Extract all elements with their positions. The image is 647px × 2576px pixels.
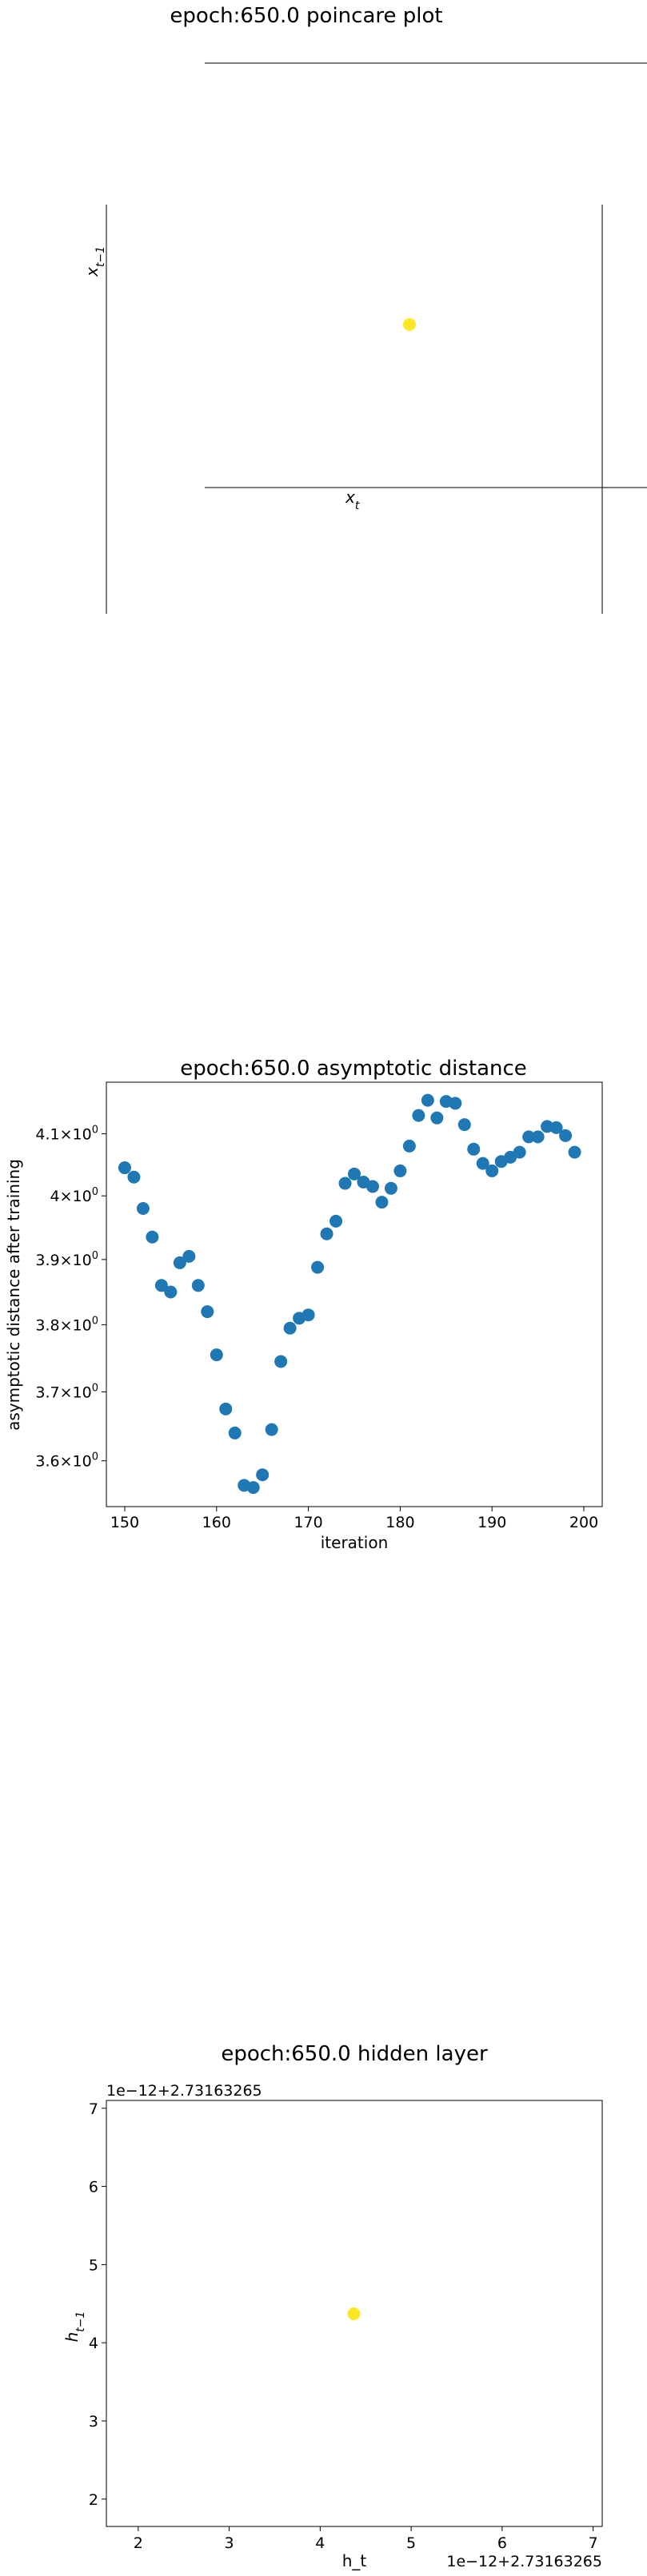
distance-point (201, 1305, 214, 1319)
distance-y-ticks: 3.6×100 3.7×100 3.8×100 3.9×100 4×100 4.1×100 (35, 1125, 106, 1471)
distance-point (531, 1130, 545, 1144)
poincare-plot: epoch:650.0 poincare plot xt xt−1 (82, 4, 647, 614)
distance-point (228, 1426, 242, 1439)
distance-point (127, 1170, 141, 1184)
distance-point (173, 1256, 186, 1269)
distance-point (430, 1111, 444, 1125)
hidden-plot-frame (106, 2100, 603, 2527)
distance-point (146, 1230, 159, 1244)
hidden-point (347, 2307, 361, 2320)
distance-title: epoch:650.0 asymptotic distance (180, 1057, 527, 1081)
distance-x-ticks: 150 160 170 180 190 200 (110, 1507, 598, 1531)
hidden-x-label: h_t (342, 2551, 367, 2570)
distance-point (476, 1157, 489, 1170)
hidden-y-tick-label: 7 (89, 2100, 98, 2118)
distance-point (338, 1177, 352, 1190)
distance-point (191, 1279, 205, 1292)
distance-point (375, 1196, 389, 1209)
distance-point (412, 1109, 425, 1122)
distance-point (219, 1402, 233, 1415)
hidden-x-tick-label: 6 (497, 2534, 507, 2552)
distance-point (348, 1167, 361, 1181)
distance-y-tick-label: 3.8×100 (35, 1316, 98, 1335)
distance-point (522, 1130, 536, 1144)
poincare-x-label: xt (345, 488, 360, 512)
distance-point (559, 1129, 573, 1142)
distance-point (283, 1321, 297, 1335)
distance-y-tick-label: 3.9×100 (35, 1250, 98, 1269)
distance-point (513, 1145, 526, 1159)
distance-point (164, 1285, 178, 1299)
hidden-x-ticks: 2 3 4 5 6 7 (134, 2526, 598, 2552)
asymptotic-distance-chart: epoch:650.0 asymptotic distance 150 160 17… (4, 1057, 603, 1552)
poincare-point (403, 318, 416, 331)
hidden-y-tick-label: 3 (89, 2413, 98, 2431)
hidden-y-tick-label: 6 (89, 2179, 98, 2196)
distance-y-tick-label: 3.7×100 (35, 1382, 98, 1401)
hidden-y-label: ht−1 (62, 2311, 87, 2343)
poincare-y-label: xt−1 (82, 246, 107, 277)
distance-point (402, 1139, 416, 1153)
distance-point (549, 1121, 563, 1134)
hidden-y-tick-label: 4 (89, 2335, 98, 2352)
hidden-y-offset-text: 1e−12+2.73163265 (106, 2082, 262, 2100)
distance-point (256, 1468, 270, 1482)
distance-x-label: iteration (321, 1533, 389, 1552)
distance-x-tick-label: 150 (110, 1514, 139, 1531)
hidden-x-tick-label: 4 (315, 2534, 325, 2552)
distance-plot-frame (106, 1081, 603, 1507)
hidden-y-tick-label: 5 (89, 2256, 98, 2274)
distance-y-label: asymptotic distance after training (4, 1159, 23, 1431)
distance-point (421, 1093, 434, 1107)
distance-point (210, 1348, 223, 1362)
hidden-x-tick-label: 5 (406, 2534, 416, 2552)
hidden-points (347, 2307, 361, 2320)
distance-point (467, 1142, 481, 1156)
hidden-y-tick-label: 2 (89, 2491, 98, 2509)
distance-point (568, 1145, 581, 1159)
distance-point (485, 1164, 499, 1177)
hidden-y-ticks: 2 3 4 5 6 7 (89, 2100, 106, 2509)
distance-x-tick-label: 190 (477, 1514, 506, 1531)
distance-y-tick-label: 4×100 (50, 1186, 98, 1205)
distance-point (449, 1097, 462, 1110)
distance-point (302, 1308, 315, 1322)
distance-point (154, 1279, 168, 1292)
distance-x-tick-label: 180 (385, 1514, 414, 1531)
distance-points (118, 1093, 581, 1495)
distance-point (384, 1181, 397, 1195)
distance-point (320, 1227, 333, 1240)
distance-point (136, 1202, 150, 1216)
hidden-title: epoch:650.0 hidden layer (221, 2042, 488, 2066)
distance-point (329, 1214, 343, 1228)
distance-point (265, 1423, 278, 1436)
distance-point (365, 1180, 379, 1193)
distance-x-tick-label: 200 (569, 1514, 598, 1531)
hidden-layer-chart: epoch:650.0 hidden layer 1e−12+2.7316326… (62, 2042, 603, 2570)
distance-point (393, 1164, 407, 1177)
hidden-x-tick-label: 2 (134, 2534, 143, 2552)
distance-point (246, 1481, 260, 1495)
poincare-title: epoch:650.0 poincare plot (170, 4, 442, 28)
distance-point (311, 1260, 325, 1274)
distance-point (457, 1118, 471, 1132)
distance-y-tick-label: 4.1×100 (35, 1125, 98, 1144)
distance-point (274, 1355, 288, 1368)
distance-x-tick-label: 170 (294, 1514, 322, 1531)
hidden-x-tick-label: 3 (225, 2534, 234, 2552)
distance-y-tick-label: 3.6×100 (35, 1451, 98, 1471)
hidden-x-offset-text: 1e−12+2.73163265 (446, 2553, 602, 2570)
distance-point (182, 1249, 196, 1263)
hidden-x-tick-label: 7 (589, 2534, 598, 2552)
distance-point (118, 1161, 131, 1175)
distance-x-tick-label: 160 (202, 1514, 231, 1531)
